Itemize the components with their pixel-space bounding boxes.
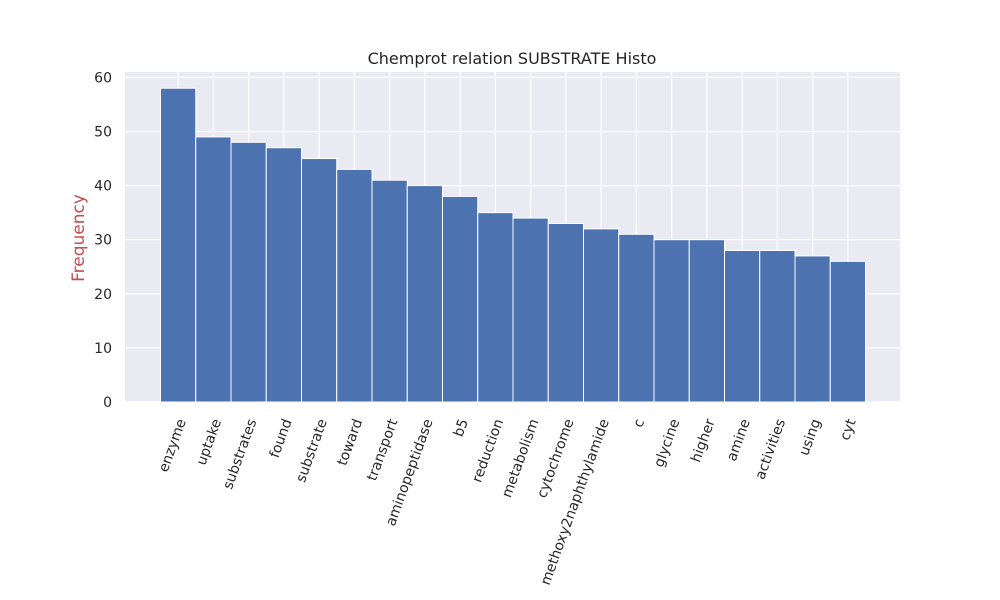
bar-found — [265, 147, 302, 403]
x-tick-label: glycine — [651, 417, 683, 470]
bar-amine — [724, 250, 761, 403]
bar-substrate — [301, 158, 338, 403]
bar-transport — [371, 179, 408, 403]
bar-metabolism — [512, 217, 549, 403]
y-tick-label: 60 — [94, 70, 112, 86]
chart-title: Chemprot relation SUBSTRATE Histo — [368, 49, 657, 68]
y-axis-label: Frequency — [69, 194, 89, 282]
bar-b5 — [442, 195, 479, 403]
bar-uptake — [195, 136, 232, 403]
x-tick-label: substrate — [293, 417, 331, 485]
bars — [160, 87, 866, 403]
x-tick-label: transport — [364, 416, 401, 483]
bar-methoxy2naphthylamide — [583, 228, 620, 403]
bar-substrates — [230, 141, 267, 403]
y-tick-label: 0 — [103, 395, 112, 411]
bar-activities — [759, 250, 796, 403]
x-tick-label: b5 — [451, 417, 472, 439]
bar-glycine — [653, 239, 690, 403]
y-tick-label: 40 — [94, 179, 112, 195]
bar-c — [618, 233, 655, 403]
x-tick-label: reduction — [469, 417, 507, 485]
y-tick-label: 30 — [94, 233, 112, 249]
x-tick-label: c — [630, 417, 648, 430]
bar-cytochrome — [547, 222, 584, 403]
x-tick-label: higher — [688, 417, 718, 465]
x-tick-label: cyt — [837, 416, 860, 442]
bar-using — [794, 255, 831, 403]
x-tick-label: substrates — [220, 417, 260, 492]
x-tick-label: amine — [724, 417, 754, 463]
bar-cyt — [829, 260, 866, 403]
x-tick-label: activities — [753, 417, 790, 482]
bar-toward — [336, 168, 373, 403]
bar-aminopeptidase — [406, 185, 443, 403]
y-tick-label: 20 — [94, 287, 112, 303]
bar-reduction — [477, 212, 514, 403]
y-tick-label: 50 — [94, 125, 112, 141]
x-tick-label: methoxy2naphthylamide — [538, 417, 613, 587]
x-tick-label: using — [796, 417, 824, 458]
y-axis: 0 10 20 30 40 50 60 — [94, 70, 112, 411]
x-tick-label: toward — [335, 417, 367, 468]
bar-higher — [688, 239, 725, 403]
y-tick-label: 10 — [94, 341, 112, 357]
x-tick-label: enzyme — [156, 417, 190, 475]
x-tick-label: uptake — [194, 417, 225, 468]
x-tick-label: found — [267, 417, 296, 460]
bar-enzyme — [160, 87, 197, 403]
